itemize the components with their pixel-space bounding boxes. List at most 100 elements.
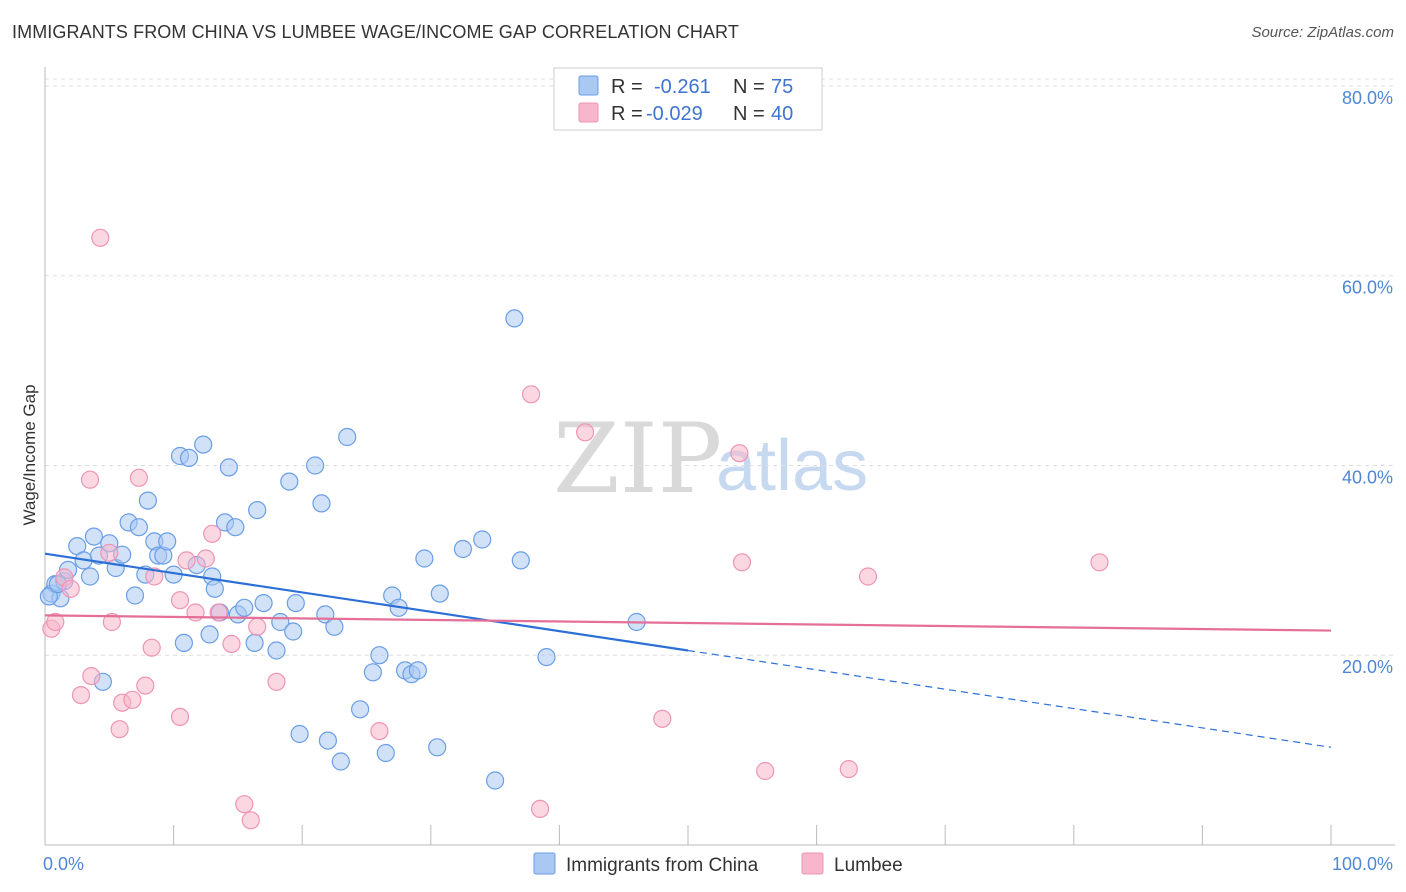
point-lumbee [71, 685, 91, 705]
watermark-atlas: atlas [716, 426, 868, 506]
legend-r-label-lumbee: R = [611, 103, 643, 125]
point-lumbee [653, 709, 672, 728]
axes [44, 67, 1395, 846]
point-china [84, 527, 104, 546]
source-label: Source: ZipAtlas.com [1251, 24, 1394, 41]
point-lumbee [129, 468, 148, 487]
point-lumbee [241, 811, 260, 830]
point-lumbee [102, 612, 122, 632]
point-lumbee [222, 634, 241, 654]
y-tick-label: 40.0% [1342, 467, 1393, 487]
bottom-legend-label-china: Immigrants from China [566, 855, 759, 876]
point-china [174, 633, 193, 653]
point-lumbee [136, 676, 155, 695]
point-china [351, 700, 370, 719]
watermark-zip: ZIP [553, 403, 722, 515]
point-china [226, 518, 245, 537]
point-china [200, 625, 219, 644]
legend-n-value-lumbee: 40 [771, 103, 793, 125]
point-lumbee [203, 524, 222, 543]
point-china [430, 584, 449, 603]
legend-n-value-china: 75 [771, 76, 793, 98]
point-lumbee [839, 759, 858, 779]
point-china [453, 539, 472, 559]
point-lumbee [61, 579, 80, 598]
chart-title: IMMIGRANTS FROM CHINA VS LUMBEE WAGE/INC… [12, 22, 739, 42]
point-china [363, 663, 382, 682]
point-lumbee [186, 603, 205, 622]
trend-line-china-extrapolated [687, 649, 1332, 748]
point-lumbee [575, 423, 595, 442]
tick-labels: 20.0% 40.0% 60.0% 80.0% 0.0% 100.0% [43, 88, 1393, 874]
legend-r-label-china: R = [611, 76, 643, 98]
point-china [415, 549, 434, 568]
point-lumbee [177, 551, 196, 570]
point-china [306, 456, 325, 475]
legend-r-value-lumbee: -0.029 [646, 103, 703, 125]
y-axis-title: Wage/Income Gap [20, 384, 39, 525]
point-china [219, 458, 238, 477]
point-lumbee [196, 549, 215, 568]
correlation-legend: R = -0.261 N = 75 R = -0.029 N = 40 [553, 67, 823, 131]
point-china [312, 494, 331, 513]
point-china [511, 551, 530, 570]
y-tick-label: 80.0% [1342, 88, 1393, 108]
point-china [537, 647, 556, 667]
point-china [138, 491, 157, 510]
point-lumbee [521, 385, 541, 404]
trend-line-lumbee [44, 614, 1332, 632]
legend-box [553, 67, 823, 131]
point-lumbee [145, 567, 164, 586]
point-china [248, 501, 267, 520]
point-china [338, 427, 357, 447]
point-china [80, 567, 100, 586]
legend-n-label-china: N = [733, 76, 765, 98]
point-lumbee [110, 720, 129, 739]
point-lumbee [100, 543, 119, 562]
x-tick-label: 0.0% [43, 854, 84, 874]
bottom-legend-label-lumbee: Lumbee [834, 855, 903, 876]
point-lumbee [858, 567, 878, 586]
y-tick-label: 20.0% [1342, 657, 1393, 677]
point-china [408, 661, 427, 680]
point-china [318, 731, 337, 750]
grid-lines [45, 78, 1395, 656]
point-china [284, 622, 303, 641]
point-lumbee [370, 721, 389, 741]
point-lumbee [123, 690, 142, 709]
point-china [245, 633, 264, 653]
point-lumbee [142, 638, 161, 657]
trend-line-china [44, 552, 689, 652]
point-china [235, 598, 254, 617]
y-tick-label: 60.0% [1342, 278, 1393, 298]
point-china [267, 641, 286, 660]
series-legend: Immigrants from China Lumbee [533, 852, 903, 876]
point-lumbee [1090, 553, 1109, 572]
point-china [280, 472, 299, 491]
point-lumbee [530, 799, 550, 819]
point-china [194, 435, 213, 454]
point-lumbee [267, 672, 286, 691]
point-china [325, 617, 344, 636]
point-lumbee [82, 666, 101, 686]
point-china [370, 646, 389, 665]
legend-swatch-lumbee [578, 102, 599, 123]
point-lumbee [170, 707, 190, 727]
point-lumbee [730, 444, 749, 463]
point-lumbee [732, 553, 752, 572]
bottom-legend-swatch-china [533, 852, 556, 875]
point-lumbee [756, 761, 775, 781]
point-china [331, 752, 350, 771]
point-china [158, 532, 177, 551]
point-china [125, 586, 145, 605]
point-china [473, 530, 492, 549]
point-lumbee [46, 612, 65, 632]
point-china [486, 771, 505, 790]
point-china [129, 518, 148, 537]
legend-swatch-china [578, 75, 599, 96]
point-lumbee [170, 591, 190, 610]
point-china [179, 448, 199, 467]
point-lumbee [248, 617, 267, 636]
bottom-legend-swatch-lumbee [801, 852, 824, 875]
legend-n-label-lumbee: N = [733, 103, 765, 125]
